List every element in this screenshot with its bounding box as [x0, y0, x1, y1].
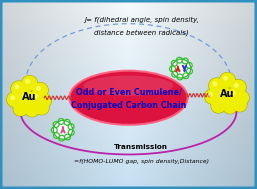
Circle shape	[221, 91, 224, 95]
Circle shape	[182, 58, 188, 64]
Circle shape	[13, 102, 28, 116]
Circle shape	[22, 76, 37, 90]
Circle shape	[53, 122, 59, 127]
Circle shape	[33, 94, 37, 98]
Circle shape	[209, 78, 224, 93]
Circle shape	[223, 100, 237, 113]
Circle shape	[234, 91, 249, 105]
Circle shape	[217, 88, 232, 102]
Circle shape	[15, 85, 19, 89]
Circle shape	[186, 63, 192, 68]
Circle shape	[177, 74, 183, 80]
Circle shape	[64, 119, 70, 125]
Circle shape	[231, 80, 245, 94]
Circle shape	[36, 94, 51, 108]
Circle shape	[172, 71, 178, 77]
Circle shape	[211, 99, 226, 113]
Circle shape	[209, 79, 224, 93]
Text: Conjugated Carbon Chain: Conjugated Carbon Chain	[71, 101, 186, 110]
Circle shape	[19, 90, 34, 105]
Circle shape	[52, 120, 74, 140]
Circle shape	[30, 90, 45, 105]
Circle shape	[35, 101, 49, 115]
Circle shape	[30, 91, 44, 105]
Circle shape	[37, 94, 51, 108]
Circle shape	[35, 102, 48, 114]
Circle shape	[36, 86, 40, 90]
Text: Au: Au	[220, 89, 235, 99]
Text: J= f(dihedral angle, spin density,: J= f(dihedral angle, spin density,	[84, 16, 199, 23]
Circle shape	[12, 82, 26, 96]
Circle shape	[223, 100, 237, 114]
Circle shape	[59, 135, 65, 141]
Circle shape	[212, 99, 225, 112]
Circle shape	[26, 79, 30, 83]
Circle shape	[65, 134, 70, 140]
Circle shape	[22, 76, 37, 91]
Text: Transmission: Transmission	[114, 144, 168, 150]
Circle shape	[220, 73, 235, 88]
Circle shape	[177, 57, 182, 63]
Circle shape	[7, 93, 22, 106]
Circle shape	[187, 68, 192, 74]
Circle shape	[183, 73, 189, 79]
Circle shape	[231, 80, 246, 95]
Circle shape	[53, 133, 59, 138]
Circle shape	[7, 92, 22, 107]
Circle shape	[205, 89, 220, 104]
Circle shape	[25, 103, 39, 116]
Circle shape	[14, 102, 27, 115]
Text: =f(HOMO-LUMO gap, spin density,Distance): =f(HOMO-LUMO gap, spin density,Distance)	[74, 159, 209, 164]
Circle shape	[227, 87, 243, 102]
Circle shape	[213, 82, 217, 86]
Text: distance between radicals): distance between radicals)	[94, 29, 189, 36]
Circle shape	[170, 66, 176, 72]
Text: Odd or Even Cumulene/: Odd or Even Cumulene/	[76, 88, 181, 96]
Circle shape	[233, 99, 246, 111]
Circle shape	[33, 83, 48, 98]
Circle shape	[11, 96, 15, 100]
Text: Au: Au	[22, 92, 37, 102]
Circle shape	[235, 91, 249, 105]
Circle shape	[23, 94, 26, 98]
Circle shape	[205, 90, 220, 103]
Circle shape	[217, 87, 232, 102]
Circle shape	[58, 119, 64, 124]
Circle shape	[51, 127, 57, 133]
Ellipse shape	[84, 76, 173, 96]
Circle shape	[224, 76, 227, 80]
Circle shape	[209, 93, 213, 97]
Circle shape	[228, 88, 242, 102]
Circle shape	[171, 58, 192, 79]
Circle shape	[19, 91, 34, 105]
Ellipse shape	[69, 71, 188, 125]
Circle shape	[68, 129, 74, 135]
Circle shape	[33, 83, 48, 97]
Circle shape	[68, 124, 74, 129]
Circle shape	[25, 103, 39, 117]
Circle shape	[231, 91, 235, 95]
Circle shape	[234, 83, 238, 87]
Circle shape	[220, 73, 235, 87]
Circle shape	[171, 60, 177, 66]
Circle shape	[11, 81, 26, 96]
Circle shape	[233, 98, 247, 112]
